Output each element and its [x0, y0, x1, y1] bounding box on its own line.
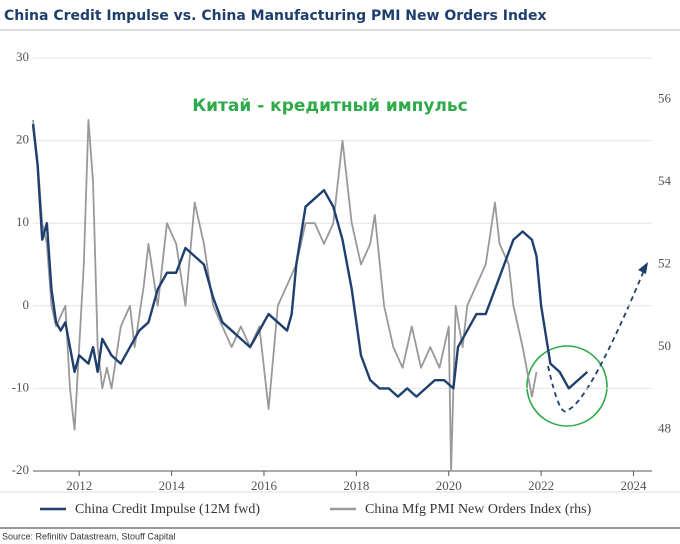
legend-label: China Credit Impulse (12M fwd)	[75, 502, 260, 517]
y2-tick-label: 54	[658, 173, 672, 188]
y2-tick-label: 48	[658, 421, 671, 436]
y-tick-label: 20	[16, 132, 29, 147]
y2-tick-label: 52	[658, 255, 671, 270]
x-tick-label: 2014	[159, 478, 186, 493]
y-tick-label: -20	[12, 462, 29, 477]
highlight-circle	[526, 345, 608, 427]
x-tick-label: 2016	[251, 478, 278, 493]
x-tick-label: 2012	[66, 478, 92, 493]
legend-label: China Mfg PMI New Orders Index (rhs)	[365, 502, 592, 517]
chart-title: China Credit Impulse vs. China Manufactu…	[4, 8, 546, 24]
series-line	[31, 123, 589, 398]
y2-tick-label: 56	[658, 90, 672, 105]
x-tick-label: 2024	[621, 478, 648, 493]
y-tick-label: -10	[12, 379, 29, 394]
y-tick-label: 0	[23, 297, 30, 312]
series-line	[32, 119, 538, 472]
y-tick-label: 30	[16, 49, 29, 64]
y-tick-label: 10	[16, 214, 29, 229]
x-tick-label: 2022	[528, 478, 554, 493]
forecast-arrow	[547, 267, 646, 413]
y2-tick-label: 50	[658, 338, 671, 353]
x-tick-label: 2018	[343, 478, 369, 493]
arrow-head	[638, 262, 648, 274]
x-tick-label: 2020	[436, 478, 462, 493]
source: Source: Refinitiv Datastream, Stouff Cap…	[2, 531, 175, 541]
annotation: Китай - кредитный импульс	[192, 96, 468, 116]
